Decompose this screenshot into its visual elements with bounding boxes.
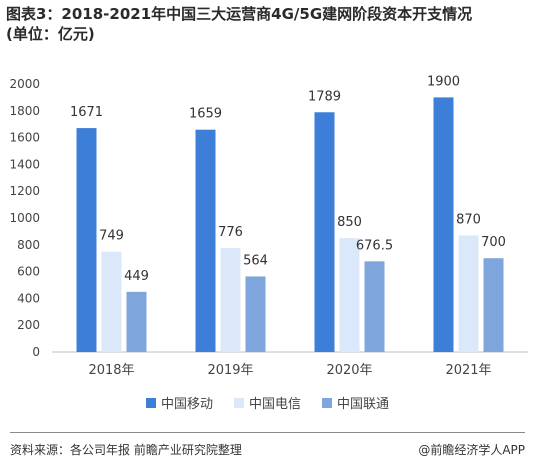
chart-title: 图表3：2018-2021年中国三大运营商4G/5G建网阶段资本开支情况 (单位… [6, 4, 526, 44]
y-tick-label: 0 [32, 345, 40, 359]
credit-note: @前瞻经济学人APP [418, 443, 525, 457]
y-tick-label: 200 [17, 318, 40, 332]
legend: 中国移动 中国电信 中国联通 [146, 397, 389, 412]
y-tick-label: 400 [17, 291, 40, 305]
data-label: 1671 [70, 105, 103, 120]
bar [458, 235, 479, 352]
y-tick-label: 1000 [9, 211, 40, 225]
axis-layer: 0 200 400 600 800 1000 1200 1400 1600 1800 2000 201… [9, 77, 528, 378]
bar [76, 128, 97, 352]
data-label: 749 [99, 229, 124, 244]
y-tick-label: 600 [17, 265, 40, 279]
source-note: 资料来源：各公司年报 前瞻产业研究院整理 [10, 443, 242, 457]
data-label: 1659 [189, 107, 222, 122]
bar [101, 251, 122, 352]
x-tick-label: 2018年 [88, 363, 134, 378]
title-line-2: (单位：亿元) [6, 25, 95, 43]
bar [245, 276, 266, 352]
data-label: 1900 [427, 74, 460, 89]
bar [195, 129, 216, 352]
bar [364, 261, 385, 352]
bars-layer [76, 97, 504, 353]
legend-swatch [146, 398, 156, 408]
data-label: 449 [124, 269, 149, 284]
y-tick-label: 1600 [9, 131, 40, 145]
data-label: 676.5 [356, 238, 393, 253]
bar [433, 97, 454, 353]
y-tick-label: 800 [17, 238, 40, 252]
data-label: 700 [481, 235, 506, 250]
bar [339, 238, 360, 352]
x-tick-label: 2019年 [207, 363, 253, 378]
legend-label: 中国电信 [249, 397, 301, 412]
bar [126, 291, 147, 352]
data-label: 564 [243, 253, 268, 268]
y-tick-label: 1800 [9, 104, 40, 118]
x-tick-label: 2020年 [326, 363, 372, 378]
x-tick-label: 2021年 [445, 363, 491, 378]
bar [483, 258, 504, 352]
legend-label: 中国移动 [161, 397, 213, 412]
y-tick-label: 1200 [9, 184, 40, 198]
footer-divider [10, 432, 525, 433]
legend-swatch [322, 398, 332, 408]
data-label: 870 [456, 212, 481, 227]
data-label: 850 [337, 215, 362, 230]
title-line-1: 图表3：2018-2021年中国三大运营商4G/5G建网阶段资本开支情况 [6, 5, 473, 23]
data-label: 776 [218, 225, 243, 240]
bar [314, 112, 335, 352]
legend-label: 中国联通 [337, 397, 389, 412]
legend-swatch [234, 398, 244, 408]
data-label: 1789 [308, 89, 341, 104]
y-tick-label: 1400 [9, 157, 40, 171]
y-tick-label: 2000 [9, 77, 40, 91]
bar [220, 248, 241, 352]
